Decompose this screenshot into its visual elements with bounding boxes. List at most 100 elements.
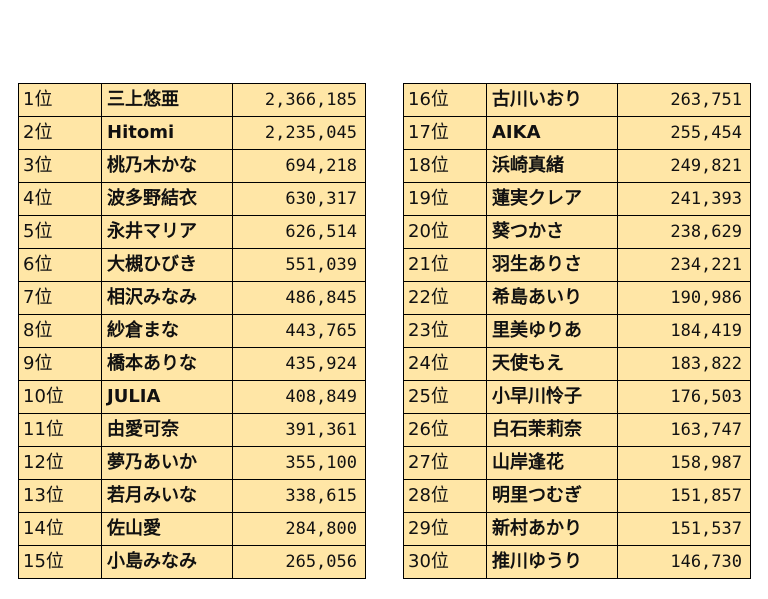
- value-cell: 630,317: [232, 182, 366, 216]
- name-cell: 新村あかり: [486, 512, 618, 546]
- value-cell: 163,747: [617, 413, 751, 447]
- table-row: 9位 橋本ありな 435,924: [18, 347, 366, 381]
- rank-cell: 4位: [18, 182, 102, 216]
- rank-cell: 8位: [18, 314, 102, 348]
- rank-cell: 20位: [403, 215, 487, 249]
- table-row: 1位 三上悠亜 2,366,185: [18, 83, 366, 117]
- value-cell: 284,800: [232, 512, 366, 546]
- name-cell: AIKA: [486, 116, 618, 150]
- name-cell: 夢乃あいか: [101, 446, 233, 480]
- rank-cell: 22位: [403, 281, 487, 315]
- rank-cell: 5位: [18, 215, 102, 249]
- table-row: 6位 大槻ひびき 551,039: [18, 248, 366, 282]
- rank-cell: 23位: [403, 314, 487, 348]
- name-cell: 白石茉莉奈: [486, 413, 618, 447]
- name-cell: 紗倉まな: [101, 314, 233, 348]
- rank-cell: 25位: [403, 380, 487, 414]
- rank-cell: 11位: [18, 413, 102, 447]
- table-row: 16位 古川いおり 263,751: [403, 83, 751, 117]
- name-cell: 小早川怜子: [486, 380, 618, 414]
- value-cell: 2,366,185: [232, 83, 366, 117]
- table-row: 28位 明里つむぎ 151,857: [403, 479, 751, 513]
- rank-cell: 26位: [403, 413, 487, 447]
- rank-cell: 7位: [18, 281, 102, 315]
- rank-cell: 6位: [18, 248, 102, 282]
- name-cell: 羽生ありさ: [486, 248, 618, 282]
- value-cell: 234,221: [617, 248, 751, 282]
- table-row: 18位 浜崎真緒 249,821: [403, 149, 751, 183]
- name-cell: 推川ゆうり: [486, 545, 618, 579]
- rank-cell: 2位: [18, 116, 102, 150]
- table-row: 13位 若月みいな 338,615: [18, 479, 366, 513]
- value-cell: 391,361: [232, 413, 366, 447]
- name-cell: 山岸逢花: [486, 446, 618, 480]
- value-cell: 355,100: [232, 446, 366, 480]
- name-cell: 大槻ひびき: [101, 248, 233, 282]
- rank-cell: 9位: [18, 347, 102, 381]
- rank-cell: 17位: [403, 116, 487, 150]
- value-cell: 151,537: [617, 512, 751, 546]
- rank-cell: 28位: [403, 479, 487, 513]
- name-cell: 天使もえ: [486, 347, 618, 381]
- value-cell: 435,924: [232, 347, 366, 381]
- table-row: 27位 山岸逢花 158,987: [403, 446, 751, 480]
- table-row: 12位 夢乃あいか 355,100: [18, 446, 366, 480]
- name-cell: 若月みいな: [101, 479, 233, 513]
- rank-cell: 24位: [403, 347, 487, 381]
- value-cell: 255,454: [617, 116, 751, 150]
- value-cell: 263,751: [617, 83, 751, 117]
- name-cell: 浜崎真緒: [486, 149, 618, 183]
- rank-cell: 12位: [18, 446, 102, 480]
- value-cell: 338,615: [232, 479, 366, 513]
- ranking-table-right-body: 16位 古川いおり 263,751 17位 AIKA 255,454 18位 浜崎真緒 249,…: [403, 83, 751, 579]
- table-row: 25位 小早川怜子 176,503: [403, 380, 751, 414]
- table-row: 5位 永井マリア 626,514: [18, 215, 366, 249]
- name-cell: 蓮実クレア: [486, 182, 618, 216]
- table-row: 3位 桃乃木かな 694,218: [18, 149, 366, 183]
- ranking-table-left-body: 1位 三上悠亜 2,366,185 2位 Hitomi 2,235,045 3位 桃乃木かな 6…: [18, 83, 366, 579]
- name-cell: 桃乃木かな: [101, 149, 233, 183]
- rank-cell: 21位: [403, 248, 487, 282]
- table-row: 20位 葵つかさ 238,629: [403, 215, 751, 249]
- name-cell: 葵つかさ: [486, 215, 618, 249]
- value-cell: 184,419: [617, 314, 751, 348]
- table-row: 14位 佐山愛 284,800: [18, 512, 366, 546]
- value-cell: 694,218: [232, 149, 366, 183]
- ranking-table-left: 1位 三上悠亜 2,366,185 2位 Hitomi 2,235,045 3位 桃乃木かな 6…: [18, 83, 366, 579]
- table-row: 15位 小島みなみ 265,056: [18, 545, 366, 579]
- name-cell: 三上悠亜: [101, 83, 233, 117]
- name-cell: 里美ゆりあ: [486, 314, 618, 348]
- value-cell: 443,765: [232, 314, 366, 348]
- value-cell: 151,857: [617, 479, 751, 513]
- table-row: 10位 JULIA 408,849: [18, 380, 366, 414]
- value-cell: 626,514: [232, 215, 366, 249]
- value-cell: 408,849: [232, 380, 366, 414]
- table-row: 11位 由愛可奈 391,361: [18, 413, 366, 447]
- name-cell: 佐山愛: [101, 512, 233, 546]
- rank-cell: 30位: [403, 545, 487, 579]
- value-cell: 486,845: [232, 281, 366, 315]
- name-cell: 由愛可奈: [101, 413, 233, 447]
- table-row: 2位 Hitomi 2,235,045: [18, 116, 366, 150]
- rank-cell: 16位: [403, 83, 487, 117]
- table-row: 7位 相沢みなみ 486,845: [18, 281, 366, 315]
- name-cell: 明里つむぎ: [486, 479, 618, 513]
- table-row: 24位 天使もえ 183,822: [403, 347, 751, 381]
- ranking-table-right: 16位 古川いおり 263,751 17位 AIKA 255,454 18位 浜崎真緒 249,…: [403, 83, 751, 579]
- rank-cell: 27位: [403, 446, 487, 480]
- table-row: 22位 希島あいり 190,986: [403, 281, 751, 315]
- rank-cell: 19位: [403, 182, 487, 216]
- table-row: 26位 白石茉莉奈 163,747: [403, 413, 751, 447]
- rank-cell: 18位: [403, 149, 487, 183]
- rank-cell: 3位: [18, 149, 102, 183]
- name-cell: 希島あいり: [486, 281, 618, 315]
- rank-cell: 10位: [18, 380, 102, 414]
- value-cell: 146,730: [617, 545, 751, 579]
- rank-cell: 15位: [18, 545, 102, 579]
- table-row: 30位 推川ゆうり 146,730: [403, 545, 751, 579]
- name-cell: 波多野結衣: [101, 182, 233, 216]
- value-cell: 183,822: [617, 347, 751, 381]
- value-cell: 176,503: [617, 380, 751, 414]
- name-cell: 古川いおり: [486, 83, 618, 117]
- value-cell: 190,986: [617, 281, 751, 315]
